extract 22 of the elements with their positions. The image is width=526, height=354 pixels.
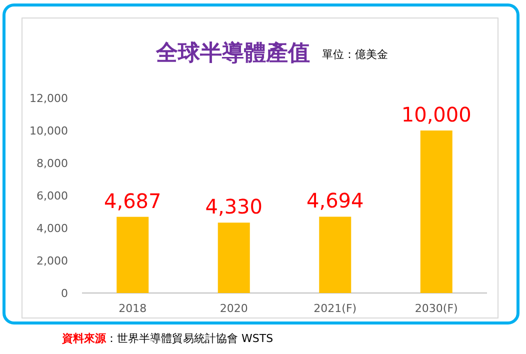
chart-subtitle: 單位：億美金 bbox=[322, 48, 388, 61]
text: 資料來源：世界半導體貿易統計協會 WSTS bbox=[61, 332, 274, 345]
y-tick-label: 2,000 bbox=[36, 254, 68, 268]
data-label: 4,330 bbox=[205, 194, 263, 219]
y-tick-label: 12,000 bbox=[30, 92, 68, 105]
bar bbox=[218, 222, 250, 293]
bar bbox=[116, 216, 149, 293]
data-label: 10,000 bbox=[401, 102, 472, 126]
y-tick-label: 10,000 bbox=[30, 124, 68, 138]
x-tick-label: 2018 bbox=[118, 302, 147, 315]
y-tick-label: 0 bbox=[61, 287, 68, 300]
bar bbox=[319, 216, 352, 293]
data-label: 4,687 bbox=[104, 188, 162, 213]
data-label: 4,694 bbox=[306, 188, 364, 213]
chart-title: 全球半導體產值 bbox=[155, 40, 310, 66]
y-tick-label: 8,000 bbox=[36, 157, 68, 170]
y-tick-label: 6,000 bbox=[36, 190, 68, 202]
x-tick-label: 2030(F) bbox=[414, 302, 458, 315]
y-tick-label: 4,000 bbox=[36, 222, 68, 235]
x-tick-label: 2020 bbox=[220, 302, 248, 315]
bar bbox=[420, 130, 452, 293]
x-tick-label: 2021(F) bbox=[314, 302, 357, 315]
